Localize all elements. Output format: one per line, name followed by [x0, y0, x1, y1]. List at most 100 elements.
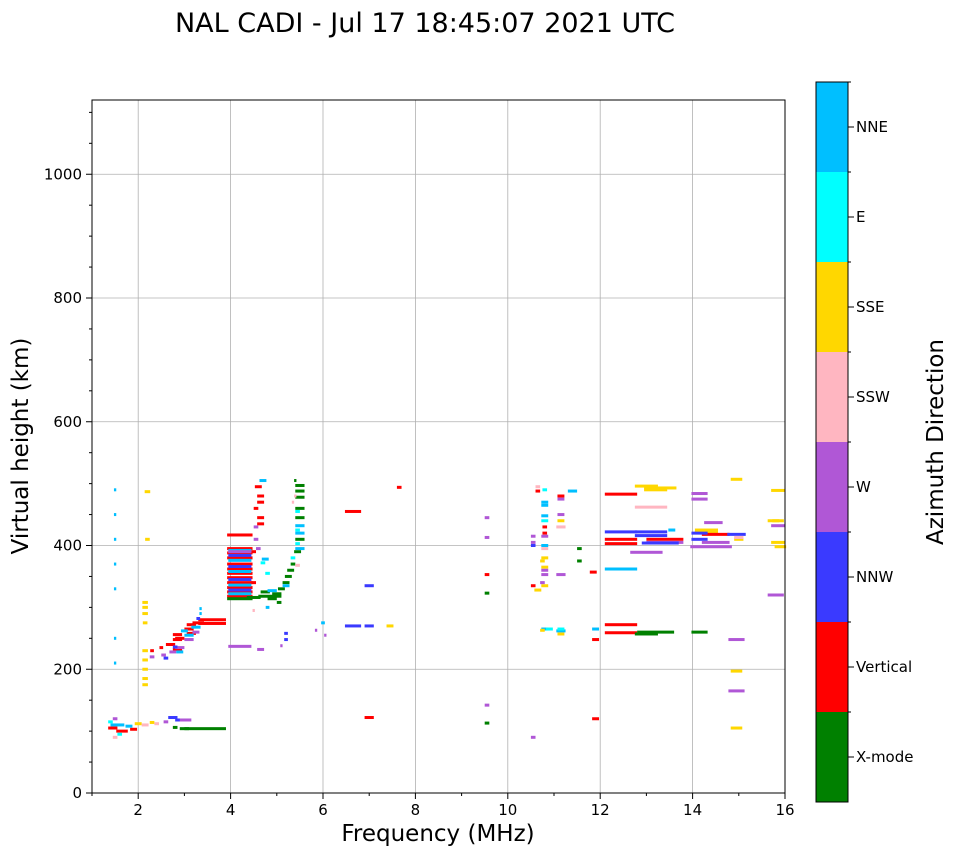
- echo-point: [257, 516, 265, 520]
- echo-point: [113, 661, 117, 665]
- echo-point: [227, 562, 253, 566]
- echo-point: [604, 530, 638, 534]
- echo-point: [176, 650, 184, 654]
- echo-point: [260, 561, 266, 565]
- echo-point: [321, 621, 325, 625]
- colorbar-label-text: SSW: [856, 388, 890, 406]
- y-tick-label: 800: [53, 289, 82, 307]
- echo-point: [261, 557, 269, 561]
- colorbar-label-text: X-mode: [856, 748, 913, 766]
- echo-point: [142, 683, 148, 687]
- echo-point: [484, 721, 490, 725]
- echo-point: [168, 716, 178, 720]
- echo-point: [144, 490, 151, 494]
- plot-area: [91, 99, 786, 794]
- echo-point: [172, 645, 178, 649]
- echo-point: [287, 568, 295, 572]
- echo-point: [251, 581, 257, 585]
- echo-point: [227, 556, 253, 560]
- echo-point: [541, 544, 549, 547]
- echo-point: [228, 583, 252, 587]
- colorbar-segment: [816, 262, 848, 352]
- echo-point: [165, 643, 176, 646]
- y-tick-label: 200: [53, 660, 82, 678]
- echo-point: [630, 550, 663, 554]
- echo-point: [557, 627, 565, 631]
- y-tick-label: 600: [53, 413, 82, 431]
- echo-point: [112, 717, 118, 721]
- echo-point: [113, 636, 117, 640]
- echo-point: [295, 489, 305, 493]
- echo-point: [180, 629, 188, 633]
- echo-point: [634, 505, 668, 509]
- echo-point: [542, 531, 548, 535]
- echo-point: [134, 722, 142, 726]
- echo-point: [294, 550, 302, 554]
- echo-point: [730, 477, 743, 481]
- echo-point: [344, 624, 362, 628]
- echo-point: [604, 631, 638, 635]
- echo-point: [668, 528, 676, 532]
- echo-point: [228, 550, 252, 554]
- echo-point: [364, 716, 374, 720]
- echo-point: [541, 534, 549, 538]
- echo-point: [227, 567, 253, 571]
- colorbar-label-text: W: [856, 478, 871, 496]
- echo-point: [295, 547, 305, 551]
- echo-point: [257, 522, 265, 526]
- echo-point: [150, 649, 154, 653]
- colorbar-segment: [816, 712, 848, 802]
- echo-point: [192, 630, 200, 634]
- echo-point: [540, 628, 545, 632]
- echo-point: [282, 581, 290, 585]
- echo-point: [228, 558, 252, 562]
- echo-point: [604, 542, 638, 546]
- echo-point: [184, 727, 226, 731]
- echo-point: [161, 653, 166, 657]
- echo-point: [142, 605, 148, 609]
- echo-point: [557, 494, 565, 498]
- echo-point: [541, 500, 549, 504]
- echo-point: [295, 516, 305, 520]
- echo-point: [592, 717, 600, 721]
- echo-point: [254, 485, 262, 489]
- echo-point: [257, 500, 265, 504]
- echo-point: [277, 587, 285, 591]
- echo-point: [228, 578, 252, 582]
- echo-point: [184, 638, 194, 642]
- echo-point: [276, 600, 282, 604]
- echo-point: [267, 589, 277, 593]
- echo-point: [604, 537, 638, 541]
- echo-point: [125, 724, 133, 728]
- echo-point: [253, 506, 259, 510]
- echo-point: [108, 720, 113, 724]
- echo-point: [159, 646, 164, 650]
- echo-point: [530, 534, 536, 538]
- echo-point: [484, 535, 490, 539]
- echo-point: [556, 629, 566, 633]
- echo-point: [117, 732, 123, 736]
- echo-point: [294, 479, 297, 483]
- echo-point: [634, 534, 668, 538]
- colorbar-label-text: SSE: [856, 298, 885, 316]
- colorbar-label: Azimuth Direction: [923, 339, 949, 545]
- echo-point: [112, 735, 118, 739]
- echo-point: [227, 597, 253, 601]
- colorbar-segment: [816, 352, 848, 442]
- echo-point: [284, 631, 288, 635]
- echo-point: [484, 591, 490, 595]
- echo-point: [530, 540, 536, 544]
- echo-point: [172, 633, 183, 637]
- echo-point: [154, 722, 159, 726]
- echo-point: [142, 649, 148, 653]
- echo-point: [646, 537, 684, 541]
- echo-point: [251, 550, 257, 554]
- grid-lines: [92, 100, 786, 794]
- echo-point: [280, 644, 283, 648]
- echo-point: [272, 592, 282, 596]
- echo-point: [172, 638, 183, 642]
- echo-point: [728, 689, 745, 693]
- echo-point: [169, 650, 177, 654]
- echo-point: [291, 500, 295, 504]
